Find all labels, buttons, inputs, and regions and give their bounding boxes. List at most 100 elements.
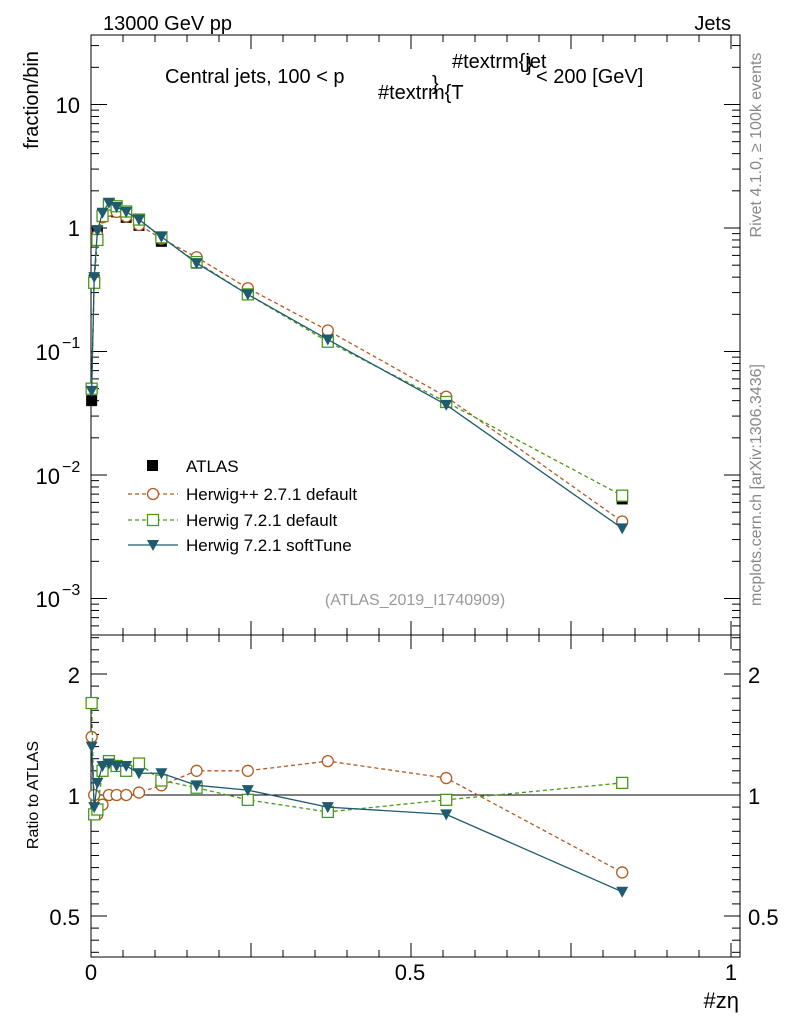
data-point-herwig7-softtune	[96, 207, 109, 219]
y-axis-label: fraction/bin	[21, 51, 43, 149]
watermark: (ATLAS_2019_I1740909)	[325, 592, 505, 609]
x-axis-label: #zη	[704, 988, 739, 1013]
data-point-herwig7-softtune	[321, 334, 334, 346]
ratio-tick-label-right-2: 2	[748, 663, 760, 688]
ratio-point-herwig7-softtune	[110, 760, 123, 772]
y-tick-label-0.001: 10 −3	[36, 582, 81, 612]
header-left: 13000 GeV pp	[103, 13, 232, 35]
svg-text:−2: −2	[62, 459, 80, 476]
data-point-herwigpp	[321, 324, 334, 337]
ratio-frame	[90, 634, 741, 958]
x-tick-label-1: 1	[725, 960, 737, 985]
main-series-group	[85, 197, 629, 535]
ratio-point-herwigpp	[85, 730, 98, 744]
title-suffix: < 200 [GeV]	[536, 66, 643, 88]
ratio-point-herwig7-default	[85, 696, 98, 710]
legend-marker-atlas	[147, 460, 158, 471]
legend-entry-herwigpp: Herwig++ 2.7.1 default	[128, 485, 357, 504]
data-point-herwig7-softtune	[110, 201, 123, 213]
legend-label-atlas: ATLAS	[186, 457, 239, 476]
ratio-point-herwig7-softtune	[120, 760, 133, 772]
chart-title: Central jets, 100 < p #textrm{T #textrm{…	[165, 51, 643, 104]
y-tick-label-0.01: 10 −2	[36, 459, 81, 489]
ratio-line-herwig7-softtune	[90, 746, 623, 893]
ratio-point-herwig7-softtune	[616, 886, 629, 898]
x-tick-label-0: 0	[85, 960, 97, 985]
ratio-point-herwig7-default	[132, 757, 146, 770]
ratio-point-herwig7-softtune	[133, 768, 145, 780]
ratio-point-herwigpp	[132, 786, 146, 799]
ratio-series-group	[85, 696, 629, 898]
title-prefix: Central jets, 100 < p	[165, 66, 345, 88]
data-point-herwig7-softtune	[190, 258, 203, 270]
ratio-point-herwigpp	[616, 866, 629, 879]
ratio-point-herwig7-softtune	[91, 777, 104, 789]
ratio-point-herwig7-softtune	[190, 780, 203, 792]
title-superscript: #textrm{jet	[452, 51, 547, 73]
ratio-point-herwig7-softtune	[321, 802, 334, 814]
ratio-point-herwigpp	[241, 764, 254, 777]
title-brace-sub: }	[432, 73, 439, 95]
data-point-herwig7-softtune	[88, 272, 101, 284]
ratio-point-herwig7-softtune	[96, 760, 109, 772]
legend-label-herwig7-softtune: Herwig 7.2.1 softTune	[186, 536, 352, 555]
ratio-line-herwigpp	[90, 736, 623, 874]
series-line-herwigpp	[90, 210, 623, 523]
legend-entry-herwig7-default: Herwig 7.2.1 default	[128, 511, 337, 530]
ratio-point-herwig7-softtune	[440, 809, 453, 821]
ratio-tick-label-right-1: 1	[748, 784, 760, 809]
svg-text:10: 10	[36, 340, 60, 365]
legend-label-herwig7-default: Herwig 7.2.1 default	[186, 511, 337, 530]
svg-text:−3: −3	[62, 582, 80, 599]
ratio-line-herwig7-default	[90, 703, 623, 817]
y-tick-label-1: 1	[68, 216, 80, 241]
ratio-point-herwig7-softtune	[241, 785, 254, 797]
data-point-herwig7-softtune	[241, 289, 254, 301]
title-brace-top: }	[526, 54, 533, 76]
data-point-herwig7-softtune	[133, 214, 145, 226]
data-point-herwig7-softtune	[102, 197, 115, 209]
side-text-top: Rivet 4.1.0, ≥ 100k events	[748, 53, 765, 238]
y-tick-label-10: 10	[56, 93, 80, 118]
data-point-herwig7-softtune	[155, 231, 168, 243]
data-point-herwig7-softtune	[91, 225, 104, 237]
series-line-herwig7-default	[90, 203, 623, 497]
svg-text:10: 10	[36, 587, 60, 612]
legend: ATLAS Herwig++ 2.7.1 default Herwig 7.2.…	[128, 457, 357, 555]
legend-marker-herwigpp	[146, 487, 160, 501]
svg-text:10: 10	[36, 464, 60, 489]
data-point-atlas	[86, 395, 98, 407]
legend-marker-herwig7-softtune	[147, 540, 159, 551]
legend-entry-herwig7-softtune: Herwig 7.2.1 softTune	[128, 536, 352, 555]
data-point-herwig7-softtune	[120, 206, 133, 218]
header-right: Jets	[694, 13, 731, 35]
ratio-point-herwig7-default	[616, 776, 629, 790]
ratio-point-herwigpp	[440, 771, 453, 785]
ratio-point-herwig7-softtune	[155, 768, 168, 780]
ratio-point-herwigpp	[120, 788, 133, 802]
ratio-tick-label-0.5: 0.5	[49, 905, 80, 930]
legend-label-herwigpp: Herwig++ 2.7.1 default	[186, 485, 357, 504]
legend-entry-atlas: ATLAS	[147, 457, 239, 476]
ratio-tick-label-right-0.5: 0.5	[748, 905, 779, 930]
legend-marker-herwig7-default	[146, 513, 160, 527]
ratio-tick-label-1: 1	[68, 784, 80, 809]
series-line-herwig7-softtune	[90, 201, 623, 529]
svg-text:−1: −1	[62, 335, 80, 352]
data-point-herwig7-softtune	[440, 399, 453, 411]
title-subscript: #textrm{T	[378, 82, 464, 104]
ratio-point-herwig7-softtune	[88, 802, 101, 814]
data-point-herwig7-softtune	[616, 523, 629, 535]
data-point-herwig7-default	[616, 489, 629, 502]
side-text-bottom: mcplots.cern.ch [arXiv:1306.3436]	[748, 364, 765, 606]
data-point-herwig7-softtune	[85, 385, 98, 397]
ratio-point-herwigpp	[190, 764, 203, 777]
x-tick-label-0.5: 0.5	[395, 960, 426, 985]
ratio-point-herwigpp	[321, 754, 334, 768]
ratio-y-axis-label: Ratio to ATLAS	[25, 741, 42, 849]
ratio-tick-label-2: 2	[68, 663, 80, 688]
ratio-point-herwig7-softtune	[85, 741, 98, 753]
ratio-point-herwig7-default	[440, 793, 453, 806]
y-tick-label-0.1: 10 −1	[36, 335, 81, 365]
